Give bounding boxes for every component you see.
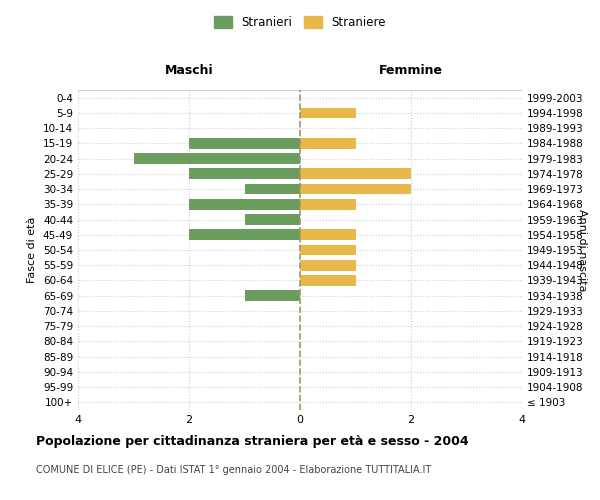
Y-axis label: Fasce di età: Fasce di età [28,217,37,283]
Bar [300,230,356,240]
Bar [300,138,356,148]
Legend: Stranieri, Straniere: Stranieri, Straniere [209,11,391,34]
Bar [300,108,356,118]
Bar [189,138,300,148]
Bar [133,153,300,164]
Bar [300,275,356,286]
Bar [245,214,300,225]
Bar [189,199,300,209]
Bar [300,184,411,194]
Bar [300,199,356,209]
Bar [245,290,300,301]
Text: COMUNE DI ELICE (PE) - Dati ISTAT 1° gennaio 2004 - Elaborazione TUTTITALIA.IT: COMUNE DI ELICE (PE) - Dati ISTAT 1° gen… [36,465,431,475]
Bar [300,260,356,270]
Bar [189,168,300,179]
Bar [189,230,300,240]
Text: Maschi: Maschi [164,64,214,78]
Text: Popolazione per cittadinanza straniera per età e sesso - 2004: Popolazione per cittadinanza straniera p… [36,435,469,448]
Bar [300,244,356,256]
Text: Anni di nascita: Anni di nascita [577,209,587,291]
Text: Femmine: Femmine [379,64,443,78]
Bar [300,168,411,179]
Bar [245,184,300,194]
